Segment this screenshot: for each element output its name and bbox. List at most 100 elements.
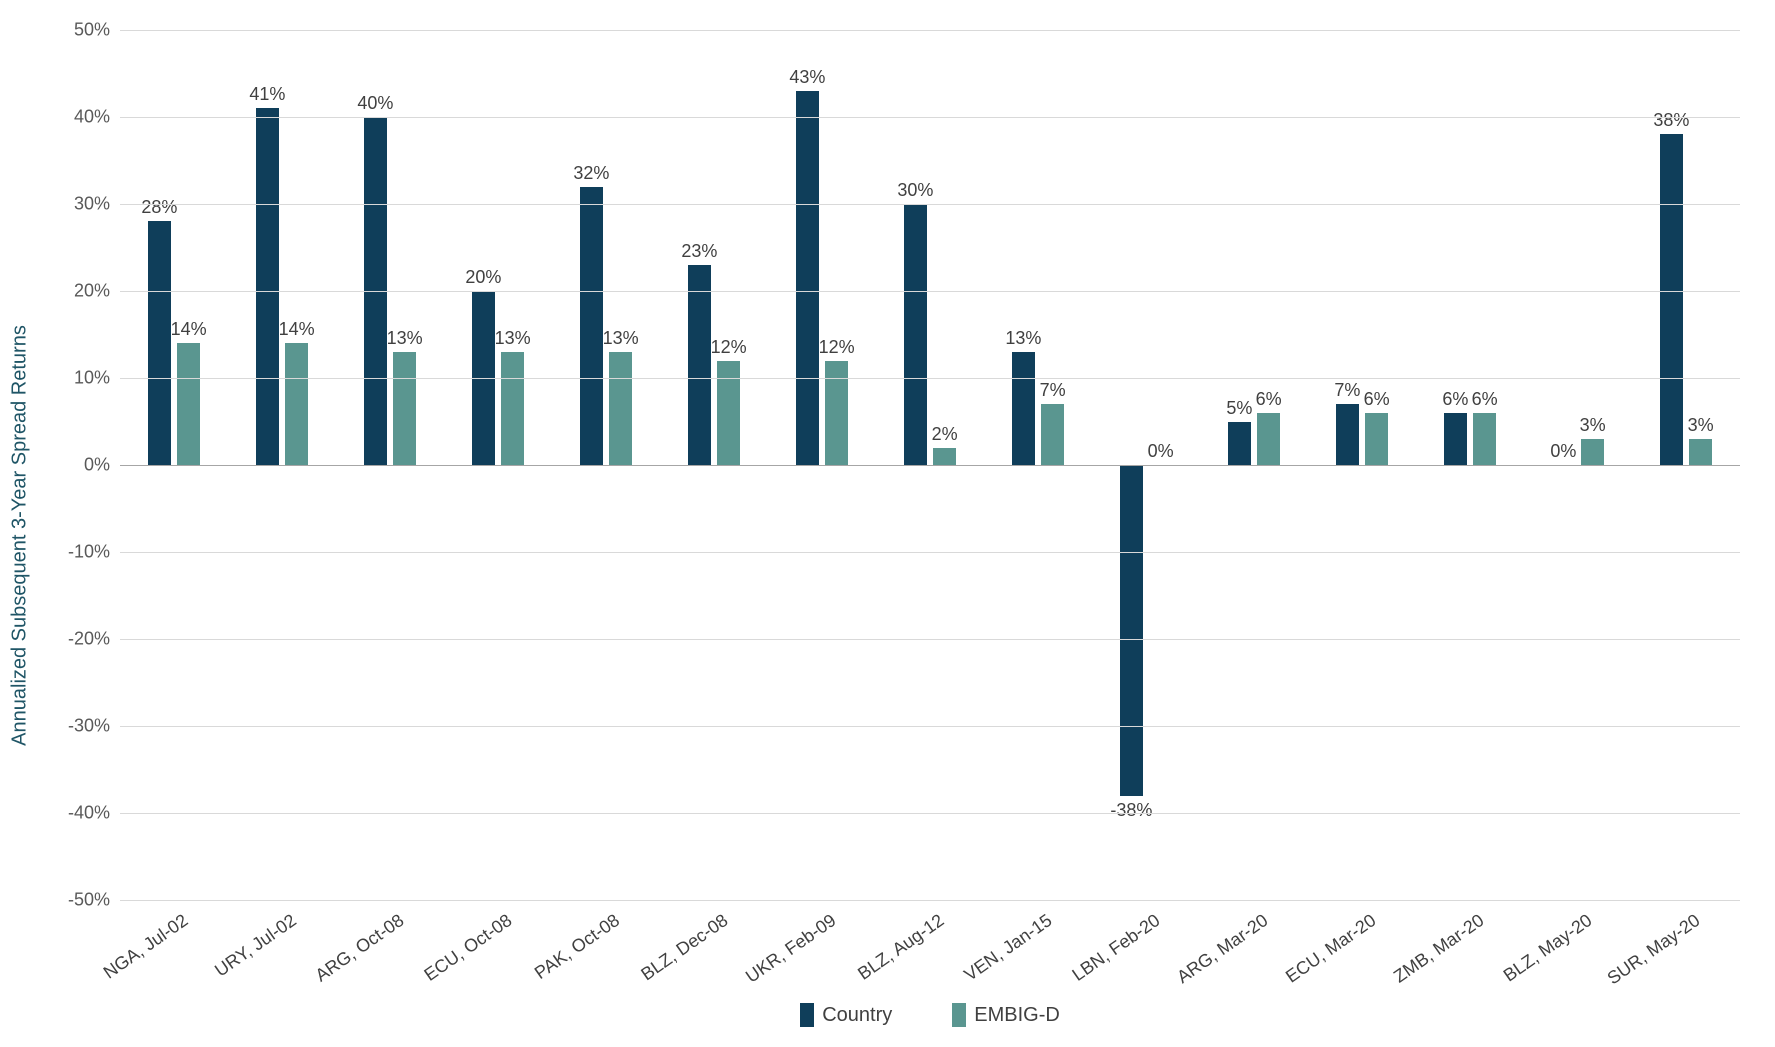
bar-value-label: 13%	[495, 328, 531, 349]
bar-country	[1336, 404, 1359, 465]
bar-embig-d	[825, 361, 848, 465]
bar-country	[1444, 413, 1467, 465]
x-tick-label: VEN, Jan-15	[960, 910, 1056, 986]
bar-embig-d	[393, 352, 416, 465]
bar-value-label: 14%	[279, 319, 315, 340]
legend-item: Country	[800, 1003, 892, 1027]
bar-value-label: 41%	[249, 84, 285, 105]
x-tick-label: PAK, Oct-08	[531, 910, 624, 984]
x-tick-label: ARG, Oct-08	[312, 910, 408, 986]
y-tick-label: 0%	[84, 455, 120, 476]
x-tick-label: BLZ, Dec-08	[637, 910, 732, 985]
bar-embig-d	[1473, 413, 1496, 465]
x-tick-label: ECU, Mar-20	[1282, 910, 1380, 987]
bar-value-label: 30%	[897, 180, 933, 201]
y-tick-label: 30%	[74, 194, 120, 215]
grid-line	[120, 291, 1740, 292]
y-tick-label: 50%	[74, 20, 120, 41]
bar-value-label: 13%	[1005, 328, 1041, 349]
bar-value-label: 0%	[1550, 441, 1576, 462]
x-tick-label: ARG, Mar-20	[1173, 910, 1272, 988]
bar-embig-d	[177, 343, 200, 465]
x-tick-label: URY, Jul-02	[211, 910, 300, 981]
bar-embig-d	[1041, 404, 1064, 465]
bar-country	[796, 91, 819, 465]
legend: Country EMBIG-D	[120, 1003, 1740, 1027]
y-tick-label: -20%	[68, 629, 120, 650]
bar-value-label: 13%	[603, 328, 639, 349]
x-tick-label: LBN, Feb-20	[1068, 910, 1164, 986]
bar-value-label: 6%	[1256, 389, 1282, 410]
y-tick-label: 20%	[74, 281, 120, 302]
bar-value-label: 13%	[387, 328, 423, 349]
bar-country	[688, 265, 711, 465]
grid-line	[120, 552, 1740, 553]
bar-country	[256, 108, 279, 465]
bar-value-label: 0%	[1148, 441, 1174, 462]
bar-embig-d	[1689, 439, 1712, 465]
bar-value-label: -38%	[1110, 800, 1152, 821]
bar-value-label: 7%	[1334, 380, 1360, 401]
zero-axis	[120, 465, 1740, 466]
x-tick-label: NGA, Jul-02	[100, 910, 192, 983]
grid-line	[120, 726, 1740, 727]
bar-value-label: 3%	[1580, 415, 1606, 436]
legend-swatch	[800, 1003, 814, 1027]
bar-value-label: 2%	[932, 424, 958, 445]
bar-embig-d	[1581, 439, 1604, 465]
grid-line	[120, 900, 1740, 901]
x-tick-label: SUR, May-20	[1604, 910, 1705, 989]
bar-value-label: 12%	[711, 337, 747, 358]
x-tick-label: UKR, Feb-09	[742, 910, 840, 987]
bar-value-label: 32%	[573, 163, 609, 184]
x-tick-label: ZMB, Mar-20	[1390, 910, 1488, 987]
bar-value-label: 38%	[1653, 110, 1689, 131]
bar-embig-d	[285, 343, 308, 465]
grid-line	[120, 117, 1740, 118]
bar-embig-d	[501, 352, 524, 465]
y-tick-label: -10%	[68, 542, 120, 563]
bar-value-label: 7%	[1040, 380, 1066, 401]
grid-line	[120, 204, 1740, 205]
bar-country	[580, 187, 603, 465]
bar-embig-d	[933, 448, 956, 465]
bar-embig-d	[717, 361, 740, 465]
bar-value-label: 5%	[1226, 398, 1252, 419]
bar-value-label: 40%	[357, 93, 393, 114]
bar-embig-d	[1257, 413, 1280, 465]
bar-value-label: 6%	[1442, 389, 1468, 410]
bar-embig-d	[1365, 413, 1388, 465]
y-tick-label: 10%	[74, 368, 120, 389]
grid-line	[120, 639, 1740, 640]
bar-value-label: 28%	[141, 197, 177, 218]
plot-area: 28%14%41%14%40%13%20%13%32%13%23%12%43%1…	[120, 30, 1740, 900]
y-tick-label: -30%	[68, 716, 120, 737]
bar-embig-d	[609, 352, 632, 465]
bar-value-label: 6%	[1364, 389, 1390, 410]
y-axis-title: Annualized Subsequent 3-Year Spread Retu…	[9, 325, 32, 746]
bar-country	[904, 204, 927, 465]
y-tick-label: -50%	[68, 890, 120, 911]
bar-country	[1012, 352, 1035, 465]
bar-value-label: 6%	[1472, 389, 1498, 410]
grid-line	[120, 813, 1740, 814]
legend-label: EMBIG-D	[974, 1004, 1060, 1027]
x-tick-label: ECU, Oct-08	[420, 910, 516, 986]
bar-value-label: 23%	[681, 241, 717, 262]
bar-value-label: 3%	[1688, 415, 1714, 436]
y-tick-label: 40%	[74, 107, 120, 128]
grid-line	[120, 30, 1740, 31]
bar-country	[1660, 134, 1683, 465]
bar-value-label: 43%	[789, 67, 825, 88]
legend-item: EMBIG-D	[952, 1003, 1060, 1027]
x-tick-label: BLZ, May-20	[1500, 910, 1596, 986]
x-axis-labels: NGA, Jul-02URY, Jul-02ARG, Oct-08ECU, Oc…	[120, 910, 1740, 990]
y-tick-label: -40%	[68, 803, 120, 824]
spread-returns-chart: Annualized Subsequent 3-Year Spread Retu…	[20, 20, 1755, 1027]
x-tick-label: BLZ, Aug-12	[854, 910, 948, 985]
bar-country	[1228, 422, 1251, 466]
bar-country	[1120, 465, 1143, 796]
legend-label: Country	[822, 1004, 892, 1027]
bar-value-label: 20%	[465, 267, 501, 288]
bar-value-label: 12%	[819, 337, 855, 358]
